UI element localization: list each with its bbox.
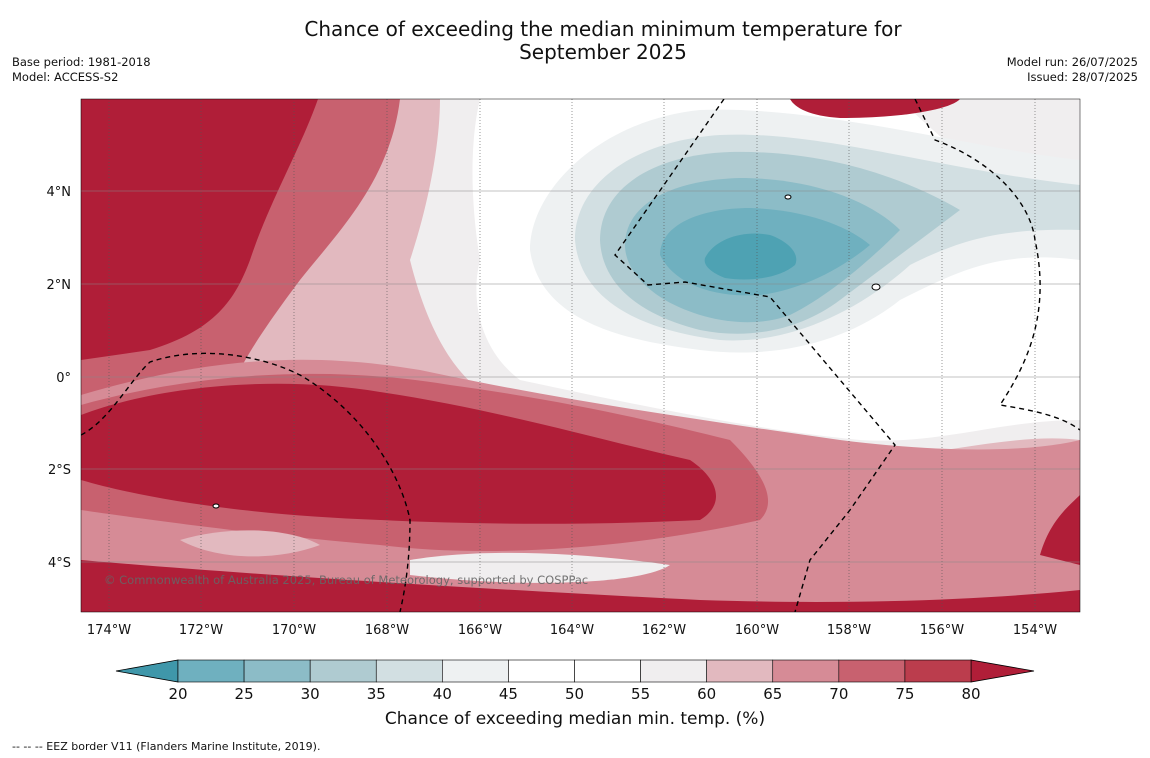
lat-tick-labels: 4°N 2°N 0° 2°S 4°S: [47, 185, 72, 571]
lon-tick: 156°W: [920, 623, 964, 638]
latitude-lines: [81, 190, 1080, 563]
contour-band-80-plus-south: [81, 383, 717, 524]
colorbar-segment: [442, 659, 509, 683]
colorbar-segment: [574, 659, 641, 683]
lat-tick: 4°N: [47, 185, 72, 200]
colorbar-tick-label: 30: [301, 685, 320, 703]
contour-band-60-65-south: [180, 530, 320, 557]
lon-tick: 154°W: [1013, 623, 1057, 638]
colorbar-tick-label: 50: [565, 685, 584, 703]
lon-tick: 168°W: [365, 623, 409, 638]
lat-tick: 4°S: [48, 556, 71, 571]
lon-tick: 164°W: [550, 623, 594, 638]
model-run-text: Model run: 26/07/2025: [1006, 55, 1138, 69]
lon-tick: 166°W: [458, 623, 502, 638]
colorbar-tick-label: 35: [367, 685, 386, 703]
colorbar-extend-max: [970, 659, 1035, 683]
lon-tick: 160°W: [735, 623, 779, 638]
lon-tick: 170°W: [272, 623, 316, 638]
contour-band-80-plus: [81, 99, 318, 360]
contour-band-near-normal-south: [410, 552, 670, 583]
lat-tick: 2°N: [47, 278, 72, 293]
colorbar-segment: [177, 659, 245, 683]
colorbar-segment: [706, 659, 774, 683]
title-line-2: September 2025: [519, 40, 687, 64]
colorbar-tick-label: 55: [631, 685, 650, 703]
colorbar-segment: [243, 659, 311, 683]
colorbar-tick-label: 20: [168, 685, 187, 703]
colorbar-tick-label: 40: [433, 685, 452, 703]
contour-band-below-20: [704, 233, 797, 280]
colorbar: 20 25 30 35 40 45 50 55 60 65 70 75 80: [115, 659, 1035, 703]
colorbar-tick-label: 75: [895, 685, 914, 703]
contour-band-80-plus-southwest: [81, 560, 1080, 612]
colorbar-segment: [375, 659, 443, 683]
colorbar-segment: [640, 659, 707, 683]
colorbar-segment: [772, 659, 840, 683]
eez-border: [81, 99, 1080, 612]
colorbar-segment: [309, 659, 377, 683]
lon-tick-labels: 174°W 172°W 170°W 168°W 166°W 164°W 162°…: [87, 623, 1057, 638]
meta-left: Base period: 1981-2018 Model: ACCESS-S2: [12, 55, 151, 85]
lon-tick: 174°W: [87, 623, 131, 638]
colorbar-tick-label: 80: [961, 685, 980, 703]
contour-band-80-plus-northeast: [790, 99, 960, 118]
title-line-1: Chance of exceeding the median minimum t…: [304, 17, 902, 41]
colorbar-tick-label: 45: [499, 685, 518, 703]
field-layer: [81, 99, 1080, 612]
colorbar-segment: [508, 659, 575, 683]
colorbar-tick-label: 65: [763, 685, 782, 703]
lat-tick: 0°: [56, 371, 71, 386]
model-text: Model: ACCESS-S2: [12, 70, 119, 84]
colorbar-segment: [904, 659, 972, 683]
colorbar-tick-label: 60: [697, 685, 716, 703]
contour-band-80-plus-east: [1040, 495, 1080, 565]
base-period-text: Base period: 1981-2018: [12, 55, 151, 69]
copyright-watermark: © Commonwealth of Australia 2025, Bureau…: [104, 573, 589, 587]
colorbar-label: Chance of exceeding median min. temp. (%…: [384, 709, 766, 729]
map-title: Chance of exceeding the median minimum t…: [0, 18, 1150, 64]
lat-tick: 2°S: [48, 463, 71, 478]
colorbar-extend-min: [115, 659, 179, 683]
colorbar-tick-label: 25: [235, 685, 254, 703]
issued-text: Issued: 28/07/2025: [1027, 70, 1138, 84]
lon-tick: 162°W: [642, 623, 686, 638]
colorbar-tick-label: 70: [829, 685, 848, 703]
eez-footnote: -- -- -- EEZ border V11 (Flanders Marine…: [12, 740, 321, 753]
colorbar-segment: [838, 659, 906, 683]
island-outlines: [212, 194, 881, 509]
map-frame: [80, 98, 1081, 613]
meta-right: Model run: 26/07/2025 Issued: 28/07/2025: [1007, 55, 1138, 85]
lon-tick: 158°W: [827, 623, 871, 638]
lon-tick: 172°W: [179, 623, 223, 638]
